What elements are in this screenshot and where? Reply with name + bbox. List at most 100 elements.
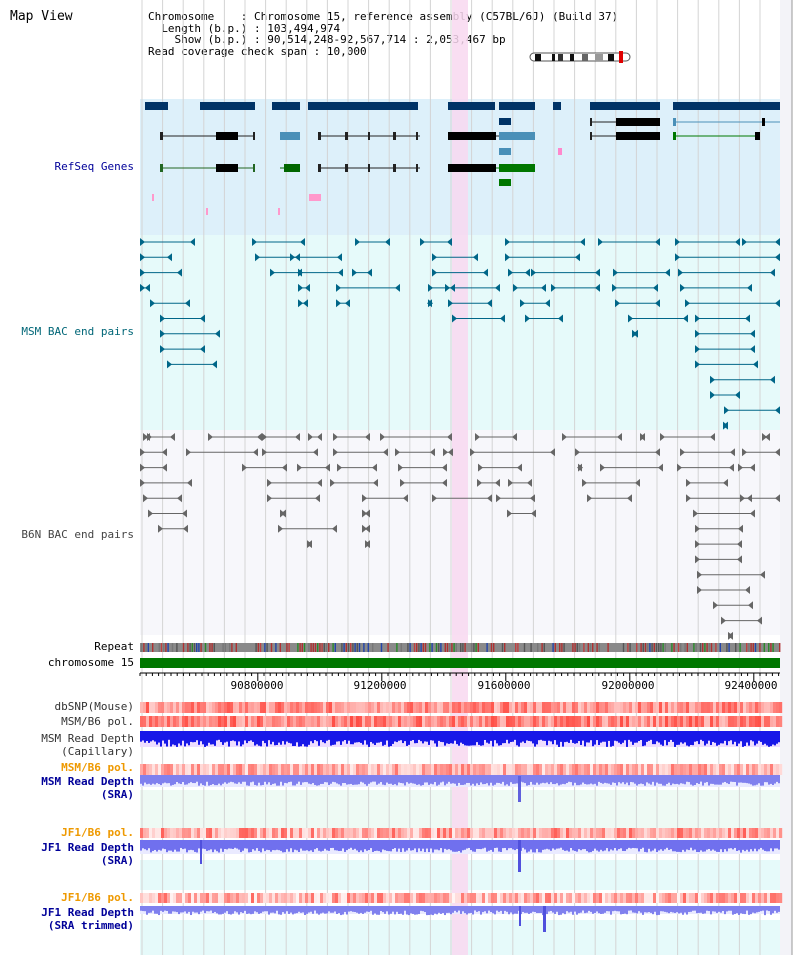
chromosome-track-label[interactable]: chromosome 15 [47, 656, 134, 669]
dbsnp-track-label[interactable]: dbSNP(Mouse) [54, 700, 134, 713]
heat-cell [410, 828, 414, 838]
repeat-element [561, 643, 563, 652]
depth-bar [156, 731, 158, 745]
bac-end-arrow [475, 433, 480, 441]
depth-bar [344, 775, 346, 784]
depth-bar [208, 731, 210, 743]
depth-bar [718, 906, 720, 912]
heat-cell [422, 702, 426, 713]
bac-end-arrow [747, 283, 752, 292]
heat-cell [422, 716, 426, 727]
heat-cell [734, 893, 738, 903]
jf1-depth-trimmed-label[interactable]: JF1 Read Depth (SRA trimmed) [41, 906, 134, 932]
depth-bar [186, 731, 188, 744]
heat-cell [584, 764, 588, 775]
heat-cell [596, 764, 600, 775]
depth-bar [652, 906, 654, 915]
bac-end-arrow [282, 463, 287, 472]
depth-bar [700, 775, 702, 782]
depth-bar [276, 840, 278, 850]
depth-bar [558, 731, 560, 747]
depth-bar [268, 840, 270, 851]
heat-cell [509, 702, 513, 713]
depth-bar [144, 731, 146, 743]
depth-bar [182, 775, 184, 783]
heat-cell [605, 764, 609, 775]
heat-cell [635, 828, 639, 838]
heat-cell [179, 828, 183, 838]
depth-bar [484, 840, 486, 848]
depth-bar [696, 906, 698, 914]
depth-bar [234, 731, 236, 742]
depth-bar [628, 775, 630, 786]
gene-exon [216, 164, 238, 172]
heat-cell [203, 828, 207, 838]
depth-bar [730, 731, 732, 741]
heat-cell [221, 893, 225, 903]
heat-cell [575, 764, 579, 775]
repeat-element [673, 643, 675, 652]
gene-exon [393, 164, 396, 172]
depth-bar [552, 906, 554, 913]
ideogram-band [558, 54, 563, 61]
selection-highlight[interactable] [452, 0, 468, 955]
heat-cell [413, 828, 417, 838]
jf1-pol-track-label[interactable]: JF1/B6 pol. [61, 826, 134, 839]
b6n-bac-track-label[interactable]: B6N BAC end pairs [21, 528, 134, 541]
msm-depth-capillary-label[interactable]: MSM Read Depth (Capillary) [41, 732, 134, 758]
depth-bar [432, 731, 434, 741]
repeat-element [706, 643, 708, 652]
msm-bac-track-label[interactable]: MSM BAC end pairs [21, 325, 134, 338]
msm-pol-track-label[interactable]: MSM/B6 pol. [61, 715, 134, 728]
depth-bar [456, 840, 458, 852]
heat-cell [272, 702, 276, 713]
chromosome-bar[interactable] [140, 658, 780, 668]
heat-cell [503, 702, 507, 713]
heat-cell [653, 764, 657, 775]
heat-cell [665, 828, 669, 838]
b6n-bac-track[interactable] [140, 433, 780, 640]
depth-bar [698, 840, 700, 853]
variation-strips[interactable] [140, 702, 783, 932]
depth-bar [440, 731, 442, 742]
depth-bar [172, 775, 174, 785]
refseq-track-label[interactable]: RefSeq Genes [54, 160, 134, 173]
repeat-track-label[interactable]: Repeat [94, 640, 134, 653]
depth-bar [760, 775, 762, 786]
heat-cell [377, 702, 381, 713]
gene-exon [499, 132, 535, 140]
depth-bar [684, 731, 686, 743]
depth-bar [658, 840, 660, 851]
depth-bar [288, 906, 290, 914]
heat-cell [674, 764, 678, 775]
depth-bar [640, 731, 642, 741]
depth-bar [630, 906, 632, 911]
jf1-depth-sra-label[interactable]: JF1 Read Depth (SRA) [41, 841, 134, 867]
depth-bar [298, 906, 300, 912]
jf1-pol-2-track-label[interactable]: JF1/B6 pol. [61, 891, 134, 904]
depth-bar [140, 731, 142, 742]
heat-cell [452, 764, 456, 775]
heat-cell [593, 716, 597, 727]
ideogram-band [595, 54, 603, 61]
heat-cell [554, 828, 558, 838]
repeat-track[interactable] [140, 643, 781, 652]
chromosome-ideogram[interactable] [529, 51, 631, 63]
depth-bar [662, 731, 664, 746]
repeat-element [189, 643, 191, 652]
msm-bac-track[interactable] [140, 238, 780, 430]
msm-depth-sra-label[interactable]: MSM Read Depth (SRA) [41, 775, 134, 801]
refseq-genes-track[interactable] [145, 102, 780, 215]
msm-pol-2-track-label[interactable]: MSM/B6 pol. [61, 761, 134, 774]
bac-end-arrow [613, 268, 618, 277]
depth-bar [606, 731, 608, 747]
depth-bar [226, 731, 228, 742]
depth-bar [654, 775, 656, 786]
depth-bar [740, 906, 742, 914]
heat-cell [158, 716, 162, 727]
depth-bar [664, 775, 666, 786]
heat-cell [596, 828, 600, 838]
heat-cell [446, 702, 450, 713]
